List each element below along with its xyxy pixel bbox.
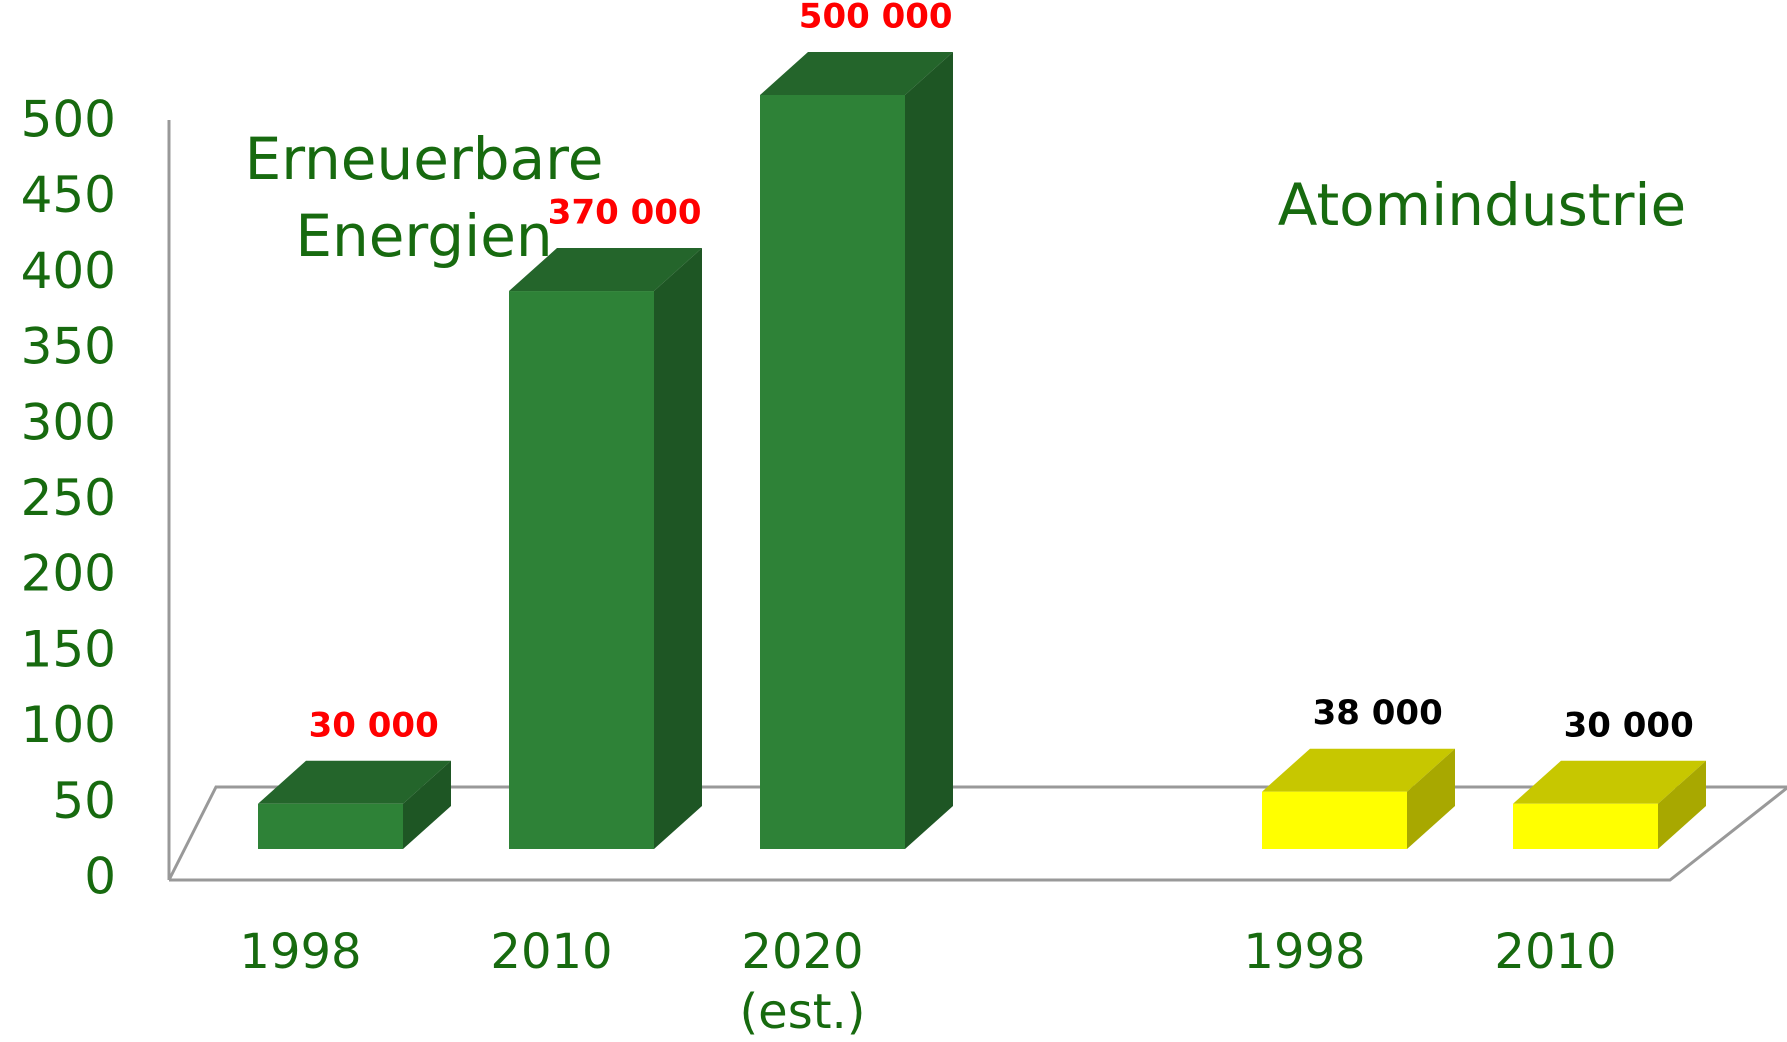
bar-side xyxy=(905,52,953,849)
bar xyxy=(1262,748,1455,849)
y-tick-label: 150 xyxy=(21,620,116,678)
x-tick-label: 2010 xyxy=(490,924,612,980)
bar-side xyxy=(654,248,702,850)
axes-frame xyxy=(167,120,1787,882)
y-tick-label: 100 xyxy=(21,696,116,754)
floor-back-edge xyxy=(167,785,1787,881)
value-label: 500 000 xyxy=(799,0,953,37)
y-tick-label: 300 xyxy=(21,393,116,451)
bar xyxy=(258,760,451,849)
bar-front xyxy=(258,803,403,849)
bar-side xyxy=(403,760,451,849)
value-label: 38 000 xyxy=(1313,693,1443,733)
bar-front xyxy=(760,95,905,849)
y-tick-label: 200 xyxy=(21,545,116,603)
bar-top xyxy=(760,52,953,95)
value-label: 370 000 xyxy=(548,193,702,233)
floor-front-edge xyxy=(169,786,1787,882)
x-tick-label: 1998 xyxy=(1243,924,1365,980)
y-tick-label: 250 xyxy=(21,469,116,527)
y-tick-label: 350 xyxy=(21,318,116,376)
x-tick-label: 1998 xyxy=(239,924,361,980)
bar-side xyxy=(1658,760,1706,849)
y-tick-label: 0 xyxy=(84,848,116,906)
bar xyxy=(509,248,702,850)
bar-front xyxy=(1513,803,1658,849)
bar-front xyxy=(509,291,654,849)
y-tick-label: 50 xyxy=(52,772,116,830)
bar-front xyxy=(1262,791,1407,849)
y-tick-label: 400 xyxy=(21,242,116,300)
y-tick-label: 500 xyxy=(21,91,116,149)
y-tick-label: 450 xyxy=(21,166,116,224)
x-tick-label: 2010 xyxy=(1494,924,1616,980)
bar xyxy=(1513,760,1706,849)
bar-top xyxy=(258,760,451,804)
group-label: Atomindustrie xyxy=(1278,171,1686,239)
bar-top xyxy=(1513,760,1706,804)
value-label: 30 000 xyxy=(309,705,439,745)
group-label: Erneuerbare Energien xyxy=(245,125,604,270)
value-label: 30 000 xyxy=(1564,705,1694,745)
x-tick-label: 2020 (est.) xyxy=(739,924,865,1040)
bar-top xyxy=(509,248,702,292)
bar xyxy=(760,52,953,849)
bar-top xyxy=(1262,748,1455,792)
bar-side xyxy=(1407,748,1455,849)
